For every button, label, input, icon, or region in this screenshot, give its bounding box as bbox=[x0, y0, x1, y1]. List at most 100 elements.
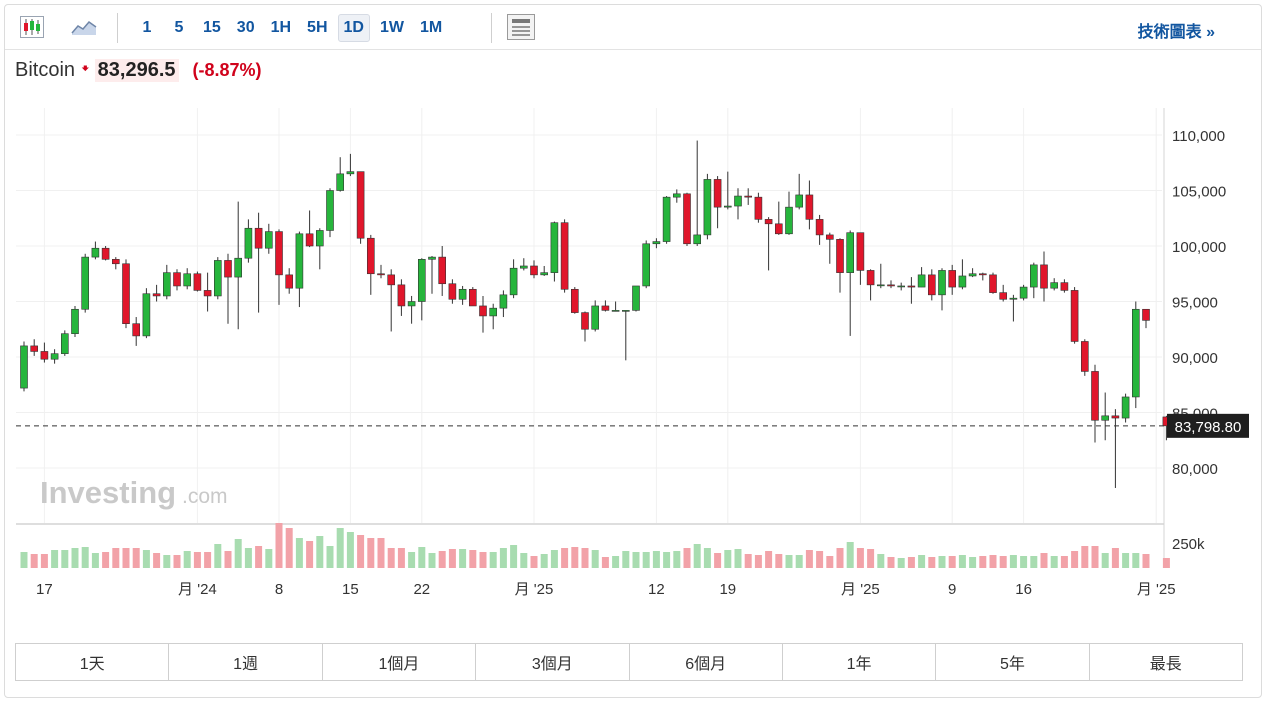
candle-body[interactable] bbox=[468, 288, 477, 307]
candle-body[interactable] bbox=[887, 284, 895, 287]
candle-body[interactable] bbox=[1132, 308, 1140, 398]
candle-body[interactable] bbox=[234, 257, 242, 278]
interval-30[interactable]: 30 bbox=[236, 19, 255, 36]
candle-body[interactable] bbox=[601, 305, 610, 311]
candle-body[interactable] bbox=[50, 353, 59, 360]
price-chart[interactable]: Investing .com 110,000 105,000 100,000 95,0… bbox=[0, 100, 1268, 600]
candle-body[interactable] bbox=[1060, 282, 1069, 291]
candle-body[interactable] bbox=[40, 351, 49, 360]
candle-body[interactable] bbox=[1009, 297, 1018, 300]
candle-body[interactable] bbox=[978, 273, 987, 276]
interval-15[interactable]: 15 bbox=[203, 19, 221, 36]
period-button-0[interactable]: 1天 bbox=[16, 644, 170, 680]
interval-5h[interactable]: 5H bbox=[307, 19, 328, 36]
candle-body[interactable] bbox=[91, 247, 100, 258]
candle-body[interactable] bbox=[336, 173, 345, 191]
interval-1d[interactable]: 1D bbox=[337, 14, 370, 42]
candle-body[interactable] bbox=[122, 263, 130, 324]
candle-body[interactable] bbox=[112, 259, 120, 265]
candle-body[interactable] bbox=[948, 270, 957, 288]
candle-body[interactable] bbox=[81, 256, 89, 310]
period-button-3[interactable]: 3個月 bbox=[476, 644, 630, 680]
candle-body[interactable] bbox=[693, 234, 702, 245]
candle-body[interactable] bbox=[897, 285, 906, 288]
candle-body[interactable] bbox=[866, 270, 875, 286]
candle-body[interactable] bbox=[1142, 308, 1150, 321]
candle-body[interactable] bbox=[377, 273, 385, 276]
candle-body[interactable] bbox=[652, 241, 661, 245]
candle-body[interactable] bbox=[203, 290, 212, 297]
candle-body[interactable] bbox=[60, 333, 69, 354]
interval-1m[interactable]: 1M bbox=[419, 19, 443, 36]
candle-body[interactable] bbox=[438, 256, 447, 285]
candle-body[interactable] bbox=[958, 275, 967, 288]
candle-body[interactable] bbox=[458, 288, 467, 300]
candlestick-icon[interactable] bbox=[17, 13, 47, 41]
candle-body[interactable] bbox=[530, 265, 538, 276]
interval-1w[interactable]: 1W bbox=[379, 19, 404, 36]
candle-body[interactable] bbox=[20, 345, 28, 389]
candle-body[interactable] bbox=[836, 239, 844, 273]
candle-body[interactable] bbox=[560, 222, 569, 290]
candle-body[interactable] bbox=[540, 272, 549, 276]
candle-body[interactable] bbox=[417, 259, 426, 302]
candle-body[interactable] bbox=[1040, 264, 1048, 289]
candle-body[interactable] bbox=[683, 193, 691, 245]
candle-body[interactable] bbox=[1121, 396, 1130, 419]
candle-body[interactable] bbox=[846, 232, 855, 273]
candle-body[interactable] bbox=[1091, 371, 1099, 421]
candle-body[interactable] bbox=[815, 219, 824, 236]
candle-body[interactable] bbox=[917, 274, 926, 288]
candle-body[interactable] bbox=[214, 260, 222, 297]
candle-body[interactable] bbox=[479, 305, 487, 317]
candle-body[interactable] bbox=[163, 272, 171, 297]
candle-body[interactable] bbox=[927, 274, 936, 296]
candle-body[interactable] bbox=[244, 227, 253, 259]
period-button-2[interactable]: 1個月 bbox=[323, 644, 477, 680]
candle-body[interactable] bbox=[264, 231, 273, 249]
candle-body[interactable] bbox=[968, 273, 977, 277]
period-button-7[interactable]: 最長 bbox=[1149, 656, 1182, 673]
candle-body[interactable] bbox=[499, 294, 508, 309]
candle-body[interactable] bbox=[1101, 415, 1109, 421]
candle-body[interactable] bbox=[1111, 415, 1120, 419]
candle-body[interactable] bbox=[876, 284, 885, 287]
candle-body[interactable] bbox=[1030, 264, 1038, 288]
candle-body[interactable] bbox=[754, 196, 763, 220]
candle-body[interactable] bbox=[285, 274, 294, 289]
candle-body[interactable] bbox=[346, 171, 355, 175]
candle-body[interactable] bbox=[142, 293, 151, 337]
candle-body[interactable] bbox=[254, 227, 263, 249]
candle-body[interactable] bbox=[519, 265, 528, 269]
candle-body[interactable] bbox=[275, 231, 283, 276]
candle-body[interactable] bbox=[224, 260, 232, 278]
candle-body[interactable] bbox=[713, 179, 722, 208]
technical-chart-link[interactable]: 技術圖表 » bbox=[1137, 24, 1215, 41]
candle-body[interactable] bbox=[1070, 290, 1079, 342]
candle-body[interactable] bbox=[428, 256, 436, 260]
period-button-1[interactable]: 1週 bbox=[169, 644, 323, 680]
interval-1h[interactable]: 1H bbox=[270, 19, 292, 36]
candle-body[interactable] bbox=[183, 273, 191, 287]
candle-body[interactable] bbox=[744, 195, 753, 198]
candle-body[interactable] bbox=[856, 232, 865, 271]
candle-body[interactable] bbox=[581, 312, 589, 330]
candle-body[interactable] bbox=[795, 194, 804, 208]
candle-body[interactable] bbox=[591, 305, 600, 330]
candle-body[interactable] bbox=[570, 288, 579, 313]
period-button-6[interactable]: 5年 bbox=[936, 644, 1090, 680]
candle-body[interactable] bbox=[315, 230, 324, 247]
candle-body[interactable] bbox=[448, 283, 457, 300]
candle-body[interactable] bbox=[621, 310, 630, 312]
period-button-4[interactable]: 6個月 bbox=[630, 644, 783, 680]
candle-body[interactable] bbox=[397, 284, 406, 307]
candle-body[interactable] bbox=[907, 285, 916, 288]
candle-body[interactable] bbox=[672, 193, 681, 198]
candle-body[interactable] bbox=[632, 285, 640, 311]
candle-body[interactable] bbox=[407, 301, 416, 307]
candle-body[interactable] bbox=[71, 308, 79, 334]
candle-body[interactable] bbox=[1050, 282, 1058, 289]
candle-body[interactable] bbox=[785, 206, 793, 235]
candle-body[interactable] bbox=[1081, 341, 1089, 372]
candle-body[interactable] bbox=[550, 222, 559, 273]
